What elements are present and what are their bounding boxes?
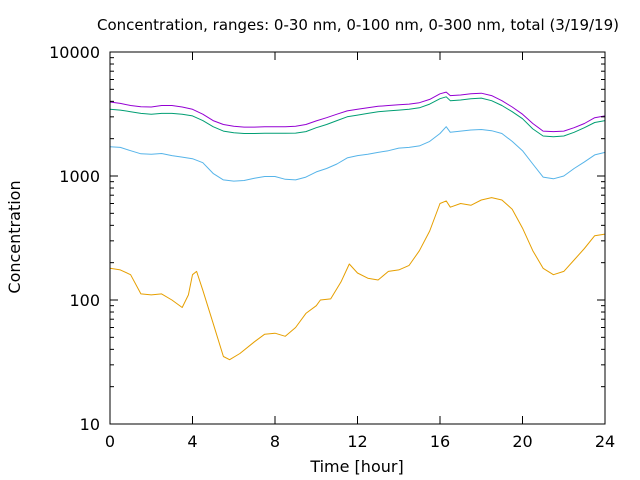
x-tick-label: 16 (430, 432, 450, 451)
y-tick-label: 10000 (49, 43, 100, 62)
chart-title: Concentration, ranges: 0-30 nm, 0-100 nm… (97, 16, 619, 34)
y-tick-label: 1000 (59, 167, 100, 186)
plot-frame (109, 51, 606, 425)
y-tick-label: 10 (80, 415, 100, 434)
x-tick-label: 4 (187, 432, 197, 451)
series-layer (109, 91, 606, 361)
x-tick-label: 24 (595, 432, 615, 451)
series-line-4 (109, 91, 606, 133)
series-line-2 (109, 126, 606, 182)
x-axis-label: Time [hour] (309, 457, 403, 476)
x-tick-label: 20 (512, 432, 532, 451)
ticks-layer: 0 4 8 12 16 20 24 10 100 1000 10000 (49, 43, 615, 451)
x-tick-label: 0 (105, 432, 115, 451)
series-line-3 (109, 96, 606, 138)
y-tick-label: 100 (69, 291, 100, 310)
x-tick-label: 12 (347, 432, 367, 451)
y-axis-label: Concentration (5, 180, 24, 293)
x-tick-label: 8 (270, 432, 280, 451)
series-line-1 (109, 197, 606, 361)
